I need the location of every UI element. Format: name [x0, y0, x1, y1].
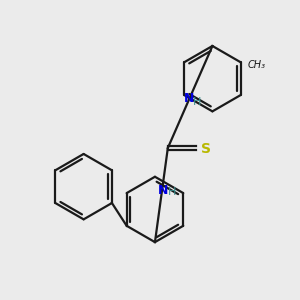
Text: H: H	[168, 187, 176, 197]
Text: S: S	[200, 142, 211, 156]
Text: N: N	[184, 92, 194, 104]
Text: H: H	[193, 97, 202, 106]
Text: N: N	[158, 184, 168, 197]
Text: CH₃: CH₃	[248, 60, 266, 70]
